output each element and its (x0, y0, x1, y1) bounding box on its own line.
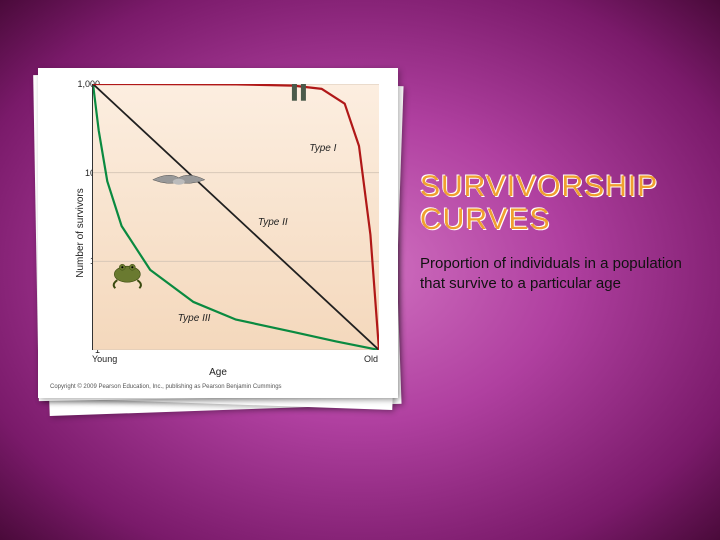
x-tick-start: Young (92, 354, 117, 364)
x-tick-end: Old (364, 354, 378, 364)
slide-title: SURVIVORSHIP CURVES (420, 170, 690, 236)
chart-canvas: Number of survivors 1101001,000 Young Ol… (44, 74, 392, 392)
chart-paper: Number of survivors 1101001,000 Young Ol… (38, 68, 398, 398)
slide-body: Proportion of individuals in a populatio… (420, 254, 690, 295)
series-label: Type III (178, 313, 211, 324)
copyright-text: Copyright © 2009 Pearson Education, Inc.… (50, 384, 282, 390)
plot-svg (93, 84, 379, 350)
series-label: Type I (309, 143, 336, 154)
plot-area (92, 84, 378, 350)
chart-stack: Number of survivors 1101001,000 Young Ol… (38, 68, 398, 408)
text-block: SURVIVORSHIP CURVES Proportion of indivi… (420, 170, 690, 295)
series-label: Type II (258, 217, 288, 228)
x-axis-label: Age (209, 367, 227, 378)
